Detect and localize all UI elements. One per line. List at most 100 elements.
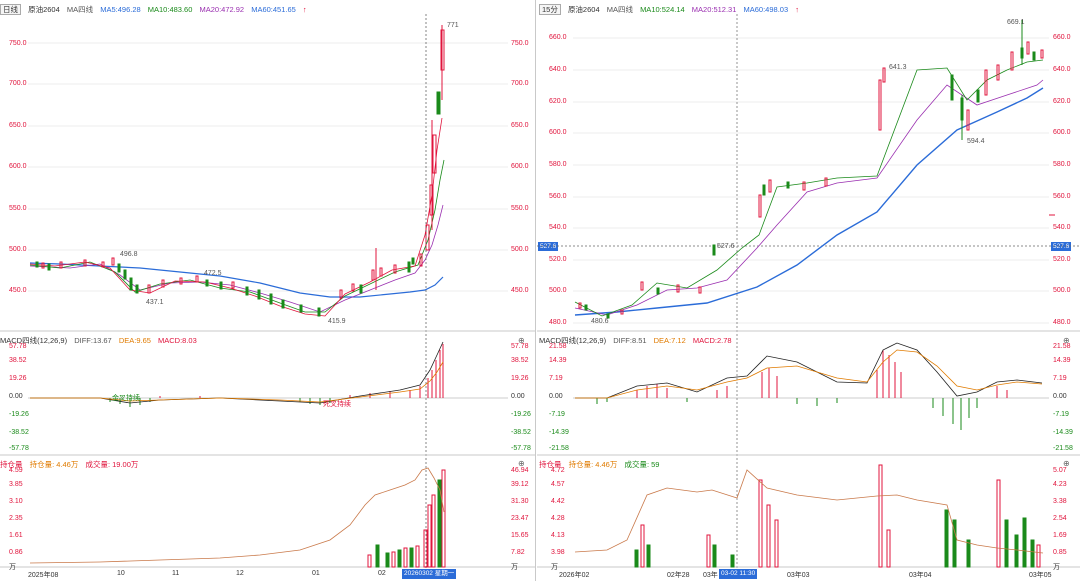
price-annotation: 472.5: [204, 270, 222, 277]
ma-title: MA四线: [606, 5, 633, 14]
ma5-value: MA5:496.28: [100, 5, 141, 14]
oi-title: 持仓量: [539, 460, 562, 469]
price-axis-label: 520.0: [549, 256, 567, 263]
daily-chart-panel[interactable]: 日线 原油2604 MA四线 MA5:496.28 MA10:483.60 MA…: [0, 0, 536, 581]
low-annotation: 415.9: [328, 318, 346, 325]
ma5-line: [29, 117, 443, 317]
macd-axis-label: -14.39: [549, 429, 569, 436]
oi-axis-label: 2.35: [9, 515, 23, 522]
period-selector[interactable]: 15分: [539, 4, 561, 15]
oi-axis-label: 3.98: [551, 549, 565, 556]
period-selector[interactable]: 日线: [0, 4, 21, 15]
price-axis-label: 600.0: [1053, 129, 1071, 136]
intraday-chart-panel[interactable]: 15分 原油2604 MA四线 MA10:524.14 MA20:512.31 …: [537, 0, 1080, 581]
price-axis-label: 660.0: [1053, 34, 1071, 41]
high-annotation: 771: [447, 22, 459, 29]
volume-value: 成交量: 19.00万: [85, 460, 139, 469]
price-axis-label: 540.0: [549, 224, 567, 231]
macd-axis-label: -19.26: [511, 411, 531, 418]
oi-axis-label: 4.59: [9, 467, 23, 474]
settings-icon[interactable]: ⊕: [518, 336, 525, 345]
settings-icon[interactable]: ⊕: [1063, 459, 1070, 468]
macd-axis-label: 7.19: [1053, 375, 1067, 382]
oi-axis-label: 3.85: [9, 481, 23, 488]
oi-axis-label: 1.61: [9, 532, 23, 539]
x-axis-label: 10: [117, 570, 125, 577]
volume-axis-label: 0.85: [1053, 549, 1067, 556]
volume-axis-label: 23.47: [511, 515, 529, 522]
up-arrow-icon: ↑: [302, 5, 307, 14]
macd-axis-label: -57.78: [9, 445, 29, 452]
high-annotation: 669.1: [1007, 19, 1025, 26]
volume-axis-label: 2.54: [1053, 515, 1067, 522]
macd-axis-label: 0.00: [549, 393, 563, 400]
ma20-line: [574, 79, 1044, 316]
cursor-date-label: 20260302 星期一: [402, 569, 457, 579]
macd-axis-label: 21.58: [1053, 343, 1071, 350]
ma60-value: MA60:451.65: [251, 5, 296, 14]
price-axis-label: 640.0: [1053, 66, 1071, 73]
x-axis-label: 11: [172, 570, 180, 577]
macd-axis-label: 38.52: [511, 357, 529, 364]
macd-axis-label: 57.78: [511, 343, 529, 350]
diff-value: DIFF:8.51: [613, 336, 647, 345]
x-axis-label: 03年03: [787, 572, 810, 579]
price-annotation: 437.1: [146, 299, 164, 306]
price-axis-label: 500.0: [9, 246, 27, 253]
oi-axis-label: 4.42: [551, 498, 565, 505]
oi-value: 持仓量: 4.46万: [568, 460, 618, 469]
price-axis-label: 620.0: [549, 98, 567, 105]
dead-cross-label: 死叉持续: [323, 401, 351, 408]
oi-axis-unit: 万: [9, 564, 16, 571]
price-axis-label: 580.0: [1053, 161, 1071, 168]
symbol-label: 原油2604: [567, 5, 600, 14]
ma20-value: MA20:512.31: [691, 5, 737, 14]
ma-title: MA四线: [66, 5, 94, 14]
ma20-value: MA20:472.92: [199, 5, 245, 14]
macd-axis-label: 7.19: [549, 375, 563, 382]
volume-axis-label: 46.94: [511, 467, 529, 474]
macd-axis-label: -38.52: [511, 429, 531, 436]
oi-axis-label: 3.10: [9, 498, 23, 505]
macd-dea-line: [575, 349, 1043, 399]
price-axis-label: 480.0: [549, 319, 567, 326]
macd-axis-label: 21.58: [549, 343, 567, 350]
open-interest-line: [574, 469, 1044, 554]
macd-axis-label: -57.78: [511, 445, 531, 452]
ma60-line: [29, 262, 444, 298]
price-axis-label: 500.0: [549, 287, 567, 294]
macd-axis-label: 0.00: [9, 393, 23, 400]
settings-icon[interactable]: ⊕: [518, 459, 525, 468]
macd-title: MACD四线(12,26,9): [0, 336, 68, 345]
price-annotation: 641.3: [889, 64, 907, 71]
macd-title: MACD四线(12,26,9): [539, 336, 607, 345]
macd-axis-label: 38.52: [9, 357, 27, 364]
volume-axis-label: 1.69: [1053, 532, 1067, 539]
volume-axis-unit: 万: [1053, 564, 1060, 571]
price-axis-label: 480.0: [1053, 319, 1071, 326]
price-axis-label: 550.0: [9, 205, 27, 212]
price-axis-label: 660.0: [549, 34, 567, 41]
volume-axis-unit: 万: [511, 564, 518, 571]
left-chart-graphics: [0, 14, 535, 570]
cursor-price-label: 527.6: [538, 242, 559, 251]
price-annotation: 527.6: [717, 243, 735, 250]
volume-axis-label: 15.65: [511, 532, 529, 539]
macd-axis-label: 19.26: [511, 375, 529, 382]
price-axis-label: 520.0: [1053, 256, 1071, 263]
volume-axis-label: 39.12: [511, 481, 529, 488]
price-axis-label: 640.0: [549, 66, 567, 73]
oi-axis-unit: 万: [551, 564, 558, 571]
price-axis-label: 540.0: [1053, 224, 1071, 231]
price-axis-label: 500.0: [511, 246, 529, 253]
x-axis-label: 2025年08: [28, 572, 59, 579]
x-axis-label: 12: [236, 570, 244, 577]
price-axis-label: 750.0: [511, 40, 529, 47]
ma60-line: [574, 87, 1044, 316]
macd-axis-label: -19.26: [9, 411, 29, 418]
price-axis-label: 580.0: [549, 161, 567, 168]
right-chart-graphics: [537, 14, 1080, 570]
ma10-value: MA10:524.14: [640, 5, 685, 14]
macd-value: MACD:2.78: [692, 336, 732, 345]
settings-icon[interactable]: ⊕: [1063, 336, 1070, 345]
